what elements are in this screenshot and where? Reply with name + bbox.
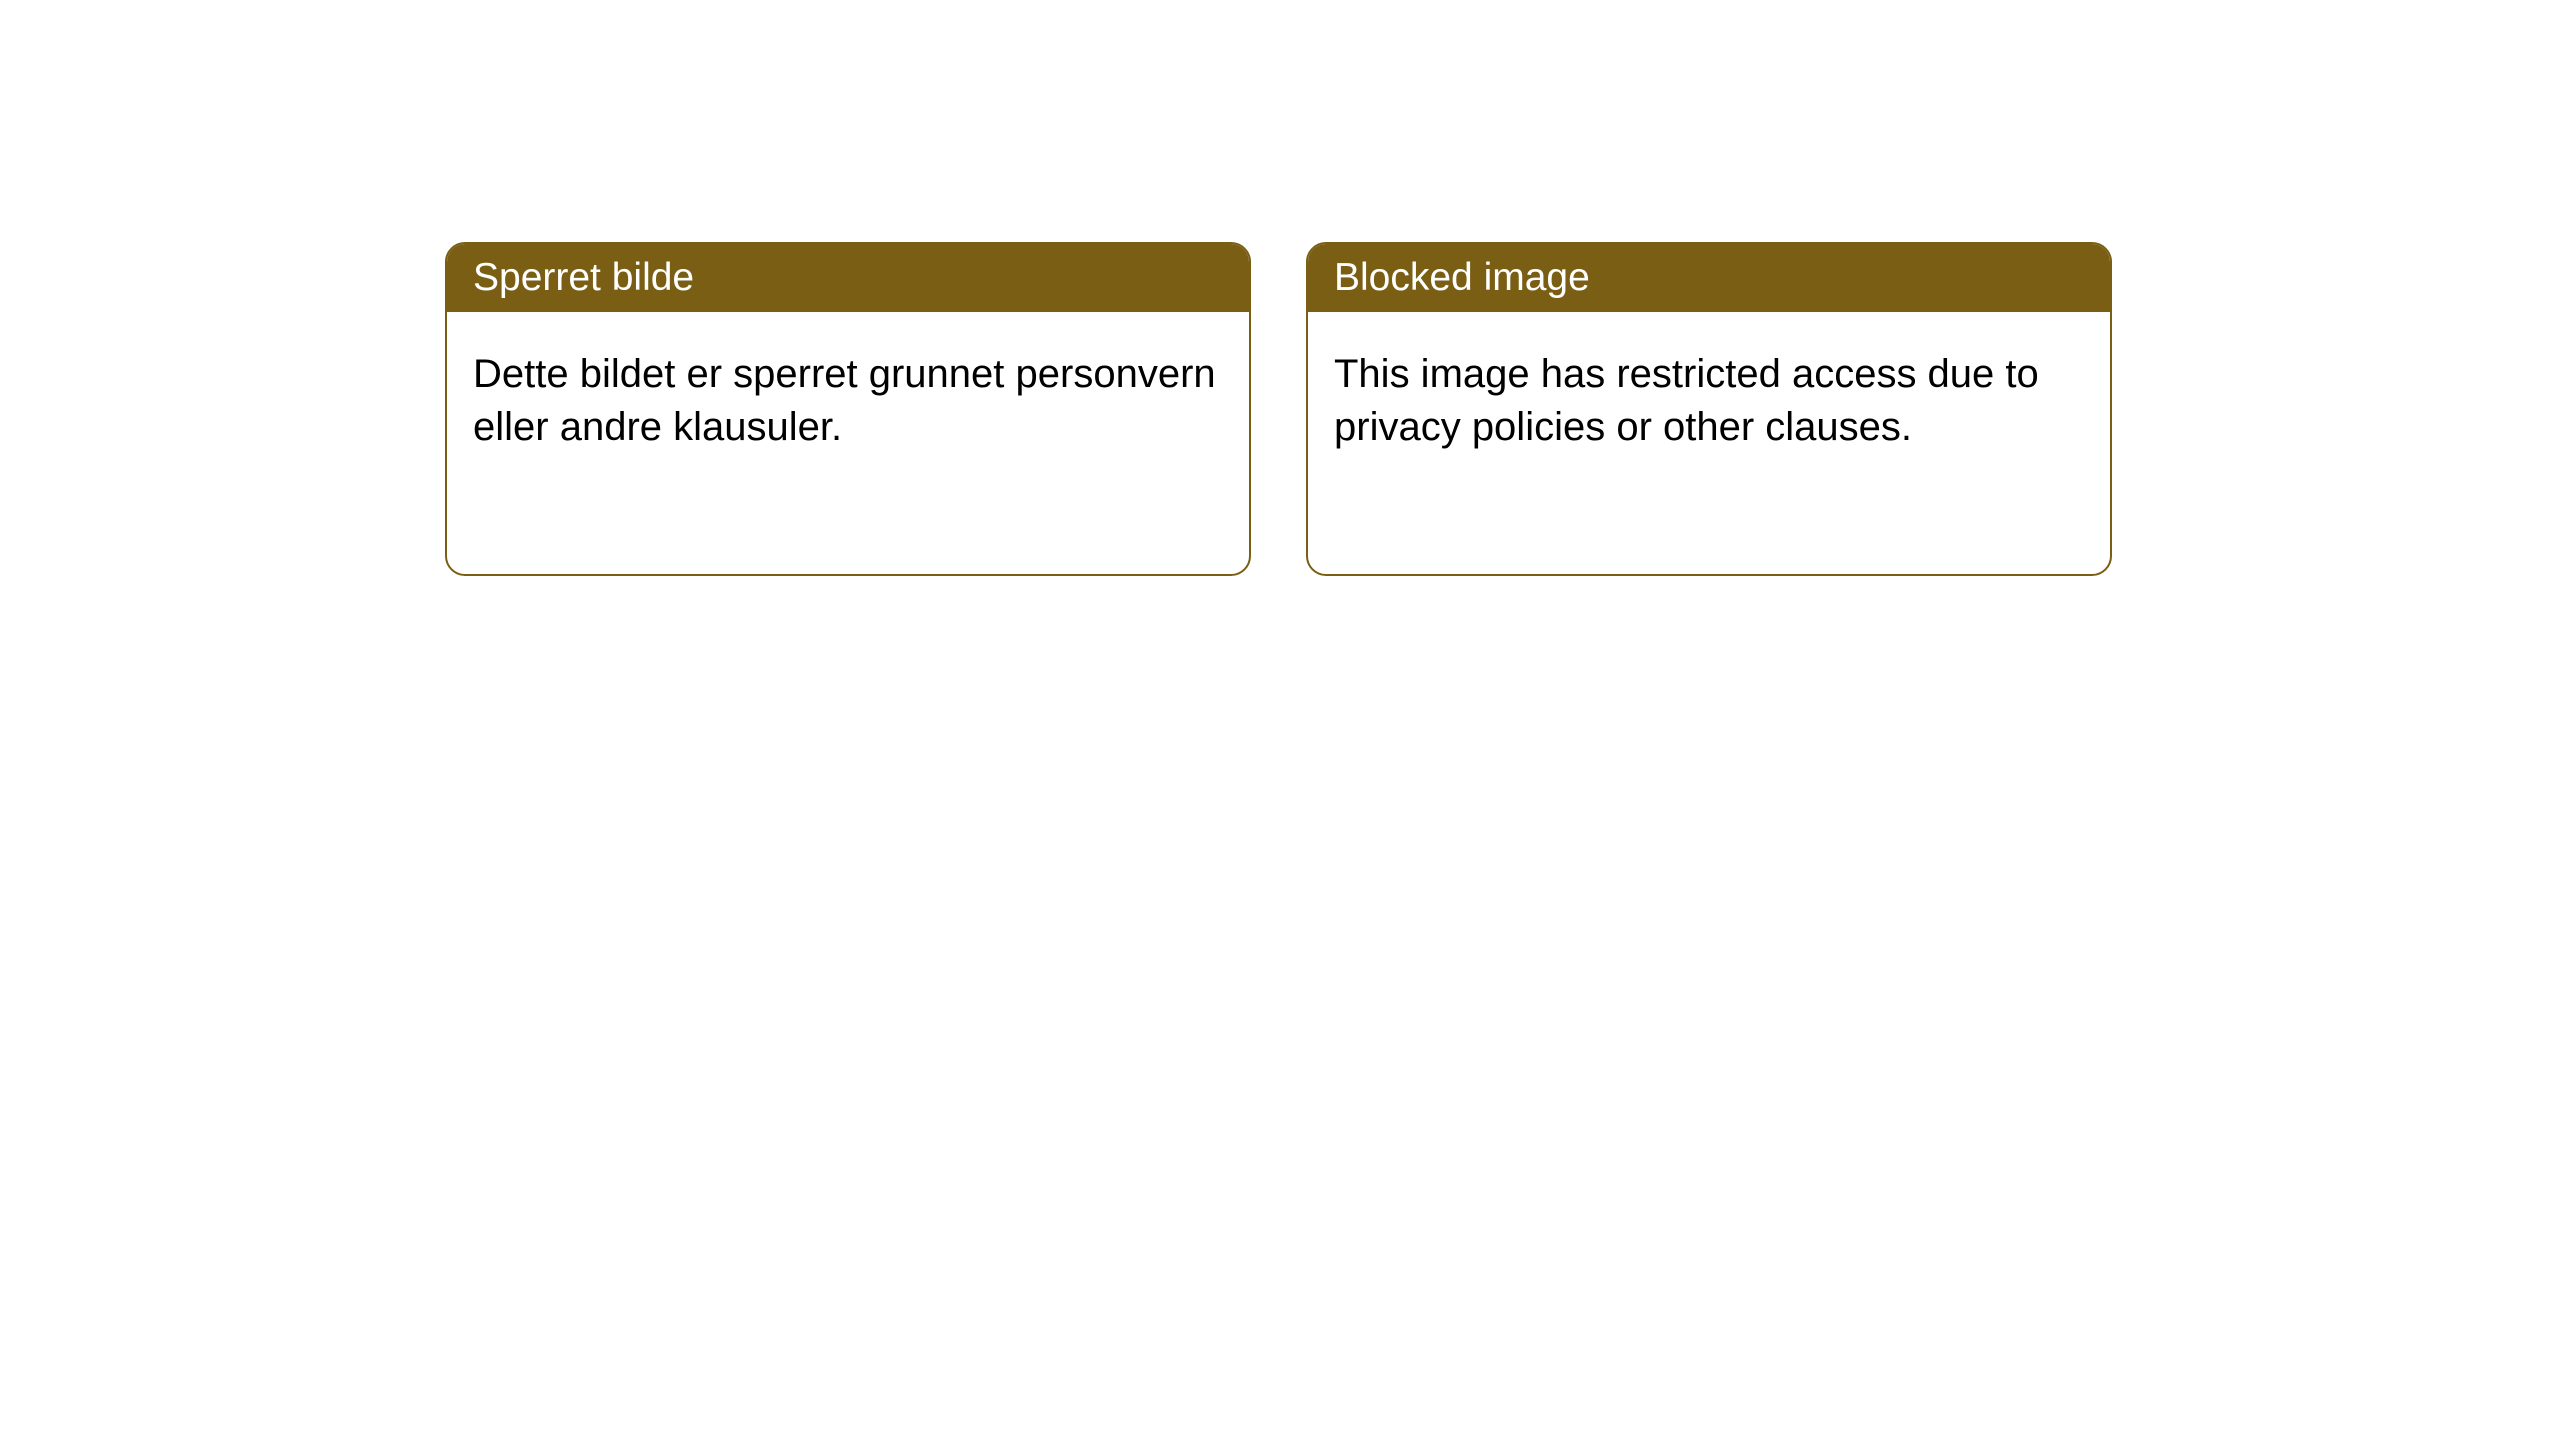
notice-container: Sperret bilde Dette bildet er sperret gr…	[0, 0, 2560, 576]
card-title-no: Sperret bilde	[447, 244, 1249, 312]
card-body-en: This image has restricted access due to …	[1308, 312, 2110, 490]
card-title-en: Blocked image	[1308, 244, 2110, 312]
card-body-no: Dette bildet er sperret grunnet personve…	[447, 312, 1249, 490]
blocked-image-card-en: Blocked image This image has restricted …	[1306, 242, 2112, 576]
blocked-image-card-no: Sperret bilde Dette bildet er sperret gr…	[445, 242, 1251, 576]
